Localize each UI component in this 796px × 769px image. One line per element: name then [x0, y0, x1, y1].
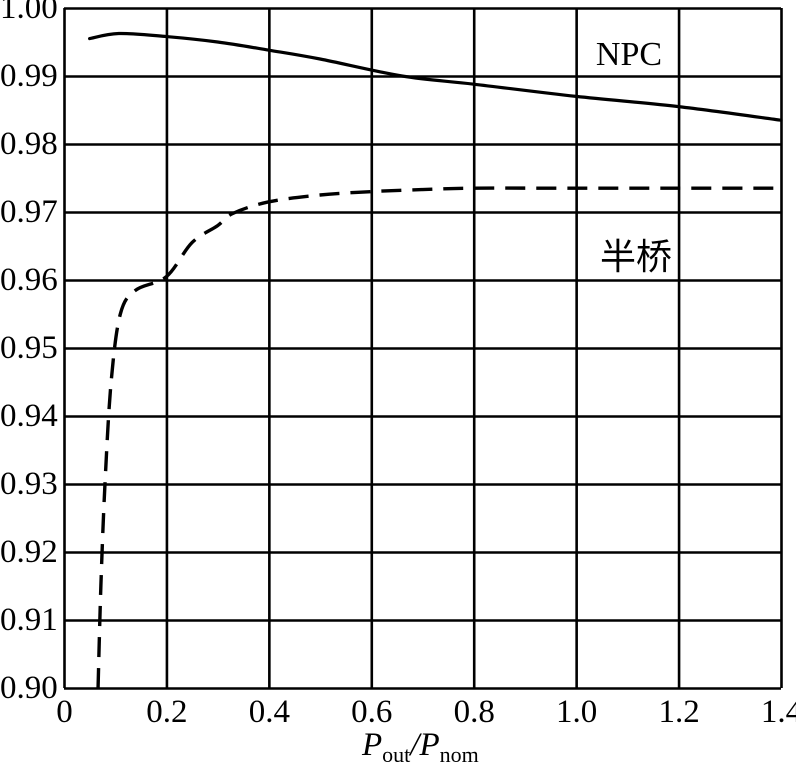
svg-text:NPC: NPC	[596, 36, 662, 73]
svg-text:半桥: 半桥	[600, 237, 672, 277]
